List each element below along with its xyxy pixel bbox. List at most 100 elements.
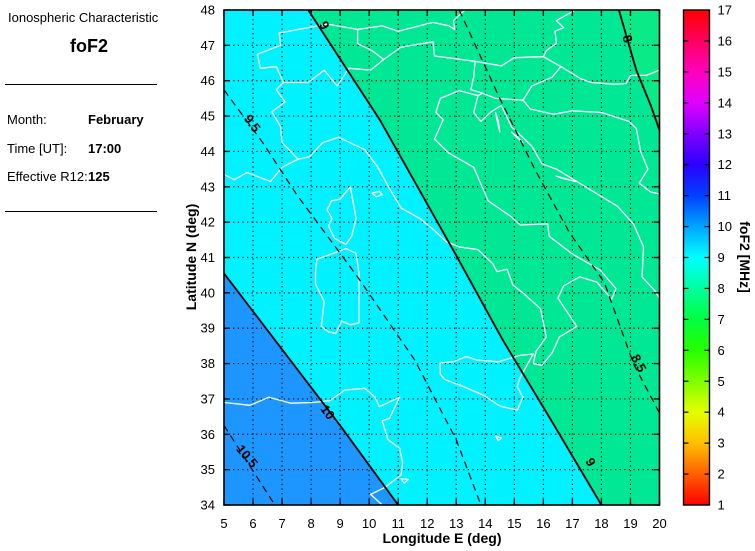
- info-panel: Ionospheric Characteristic foF2 Month: F…: [0, 0, 185, 551]
- svg-text:46: 46: [201, 73, 215, 88]
- svg-text:13: 13: [449, 516, 463, 531]
- y-tick-labels: 34 35 36 37 38 39 40 41 42 43 44 45 46 47 48: [201, 3, 215, 513]
- svg-text:7: 7: [278, 516, 285, 531]
- svg-text:20: 20: [652, 516, 666, 531]
- coast-switzerland: [256, 23, 385, 83]
- svg-text:48: 48: [201, 3, 215, 18]
- svg-text:43: 43: [201, 179, 215, 194]
- divider-bottom: [5, 211, 157, 212]
- svg-text:15: 15: [718, 64, 732, 79]
- x-axis-title: Longitude E (deg): [382, 530, 502, 546]
- svg-text:9: 9: [718, 250, 725, 265]
- svg-text:10: 10: [718, 219, 732, 234]
- svg-text:17: 17: [565, 516, 579, 531]
- svg-text:39: 39: [201, 321, 215, 336]
- svg-text:14: 14: [478, 516, 492, 531]
- r12-label: Effective R12:: [7, 169, 88, 184]
- svg-text:36: 36: [201, 427, 215, 442]
- svg-text:5: 5: [718, 374, 725, 389]
- svg-text:3: 3: [718, 436, 725, 451]
- contour-8.5: [458, 10, 660, 414]
- svg-text:2: 2: [718, 467, 725, 482]
- contour-9: [307, 10, 603, 505]
- svg-text:8: 8: [718, 281, 725, 296]
- svg-text:6: 6: [249, 516, 256, 531]
- svg-text:38: 38: [201, 356, 215, 371]
- svg-text:11: 11: [391, 516, 405, 531]
- coast-africa-coast: [224, 387, 404, 505]
- coast-france-coast: [224, 158, 299, 183]
- svg-text:12: 12: [718, 157, 732, 172]
- svg-text:41: 41: [201, 250, 215, 265]
- contour-10: [224, 272, 399, 505]
- axis-ticks: [223, 9, 661, 506]
- page-title: foF2: [70, 36, 108, 56]
- time-label: Time [UT]:: [7, 141, 68, 156]
- svg-text:7: 7: [718, 312, 725, 327]
- region-band-8-9-green: [308, 10, 660, 505]
- colorbar-ticks: [683, 40, 710, 475]
- svg-text:11: 11: [718, 188, 732, 203]
- svg-text:40: 40: [201, 285, 215, 300]
- x-tick-labels: 5 6 7 8 9 10 11 12 13 14 15 16 17 18 19 20: [220, 516, 666, 531]
- coast-island-cres: [494, 111, 501, 133]
- svg-text:1: 1: [718, 498, 725, 513]
- coast-austria-north: [357, 10, 466, 32]
- coast-island-elba: [371, 190, 383, 198]
- contour-lines: [224, 10, 660, 505]
- coast-sicily: [439, 353, 534, 411]
- coast-island-malta: [494, 435, 502, 442]
- coast-sava-balkan-borders: [522, 99, 660, 195]
- svg-text:13: 13: [718, 126, 732, 141]
- svg-text:18: 18: [594, 516, 608, 531]
- svg-text:16: 16: [536, 516, 550, 531]
- month-value: February: [88, 112, 144, 127]
- coast-italy-mainland: [271, 41, 617, 366]
- coastlines: [224, 10, 660, 505]
- divider-top: [5, 84, 157, 85]
- svg-text:10: 10: [362, 516, 376, 531]
- coast-slovenia-croatia: [482, 66, 562, 101]
- coast-croatia-albania-coast: [473, 95, 660, 299]
- coast-austria-east: [474, 10, 576, 67]
- coast-island-hvar: [555, 175, 576, 183]
- contour-label-8.5: 8.5: [628, 352, 650, 375]
- time-value: 17:00: [88, 141, 122, 156]
- svg-text:34: 34: [201, 498, 215, 513]
- svg-text:19: 19: [623, 516, 637, 531]
- svg-text:37: 37: [201, 391, 215, 406]
- svg-text:42: 42: [201, 215, 215, 230]
- colorbar-title: foF2 [MHz]: [737, 221, 753, 293]
- svg-text:14: 14: [718, 95, 732, 110]
- coast-corsica: [326, 186, 357, 246]
- svg-text:47: 47: [201, 38, 215, 53]
- r12-value: 125: [88, 169, 110, 184]
- coast-island-kerkennah: [400, 477, 410, 484]
- contour-label-10: 10: [317, 402, 338, 423]
- svg-text:5: 5: [220, 516, 227, 531]
- contour-9.5: [224, 89, 482, 505]
- svg-text:8: 8: [307, 516, 314, 531]
- svg-text:45: 45: [201, 109, 215, 124]
- svg-text:16: 16: [718, 33, 732, 48]
- svg-text:4: 4: [718, 405, 725, 420]
- svg-text:12: 12: [420, 516, 434, 531]
- contour-8: [618, 10, 660, 131]
- svg-text:35: 35: [201, 462, 215, 477]
- panel-subtitle: Ionospheric Characteristic: [8, 10, 159, 25]
- contour-label-8: 8: [619, 33, 635, 44]
- svg-text:6: 6: [718, 343, 725, 358]
- contour-10.5: [224, 425, 276, 505]
- svg-text:44: 44: [201, 144, 215, 159]
- y-axis-title: Latitude N (deg): [183, 203, 199, 311]
- svg-text:9: 9: [337, 516, 344, 531]
- coast-island-pag: [510, 131, 524, 144]
- coast-hungary-croatia: [543, 56, 660, 85]
- month-label: Month:: [7, 112, 47, 127]
- coast-sardinia: [314, 248, 360, 335]
